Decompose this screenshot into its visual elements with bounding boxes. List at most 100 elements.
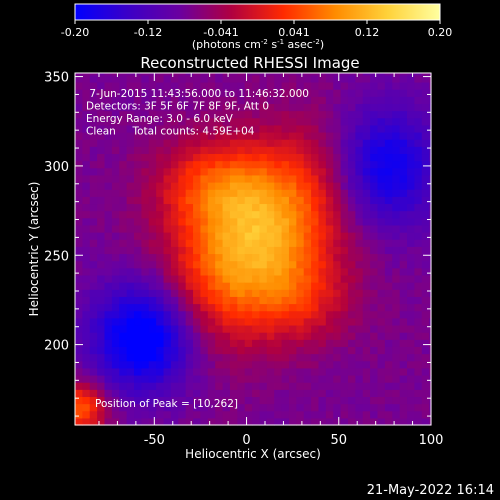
heatmap-cell xyxy=(259,117,268,126)
heatmap-cell xyxy=(318,131,327,140)
y-axis-label: Heliocentric Y (arcsec) xyxy=(27,182,41,317)
heatmap-cell xyxy=(207,324,216,333)
heatmap-cell xyxy=(259,339,268,347)
heatmap-cell xyxy=(407,403,415,412)
heatmap-cell xyxy=(163,73,172,76)
heatmap-cell xyxy=(170,167,179,176)
heatmap-cell xyxy=(126,196,135,205)
heatmap-cell xyxy=(89,232,98,240)
heatmap-cell xyxy=(141,403,150,412)
heatmap-cell xyxy=(141,417,150,426)
heatmap-cell xyxy=(429,396,432,405)
heatmap-cell xyxy=(362,89,371,97)
heatmap-cell xyxy=(252,239,261,247)
heatmap-cell xyxy=(281,396,290,405)
heatmap-cell xyxy=(407,124,415,133)
heatmap-cell xyxy=(215,339,224,347)
heatmap-cell xyxy=(75,139,83,147)
heatmap-cell xyxy=(156,181,165,190)
heatmap-cell xyxy=(222,410,231,419)
heatmap-cell xyxy=(193,403,202,412)
heatmap-cell xyxy=(318,417,327,426)
heatmap-cell xyxy=(244,296,253,305)
heatmap-cell xyxy=(148,296,157,305)
heatmap-cell xyxy=(288,367,297,376)
heatmap-cell xyxy=(148,232,157,240)
heatmap-cell xyxy=(288,196,297,205)
heatmap-cell xyxy=(274,217,283,226)
heatmap-cell xyxy=(170,324,179,333)
heatmap-cell xyxy=(414,324,423,333)
heatmap-cell xyxy=(370,181,379,190)
heatmap-cell xyxy=(134,81,143,90)
heatmap-cell xyxy=(156,74,165,83)
heatmap-cell xyxy=(89,139,98,147)
heatmap-cell xyxy=(82,246,91,255)
heatmap-cell xyxy=(318,217,327,226)
heatmap-cell xyxy=(148,332,157,340)
heatmap-cell xyxy=(170,274,179,283)
heatmap-cell xyxy=(399,360,408,369)
heatmap-cell xyxy=(134,253,143,262)
plot-frame xyxy=(74,72,432,426)
heatmap-cell xyxy=(119,310,128,319)
heatmap-cell xyxy=(281,296,290,305)
heatmap-cell xyxy=(392,96,401,104)
heatmap-cell xyxy=(178,239,187,247)
heatmap-cell xyxy=(414,203,423,212)
heatmap-cell xyxy=(111,153,120,162)
heatmap-cell xyxy=(429,360,432,369)
heatmap-cell xyxy=(141,81,150,90)
heatmap-cell xyxy=(384,267,393,276)
heatmap-cell xyxy=(97,131,106,140)
heatmap-cell xyxy=(407,346,415,355)
heatmap-cell xyxy=(89,267,98,276)
heatmap-cell xyxy=(429,346,432,355)
heatmap-cell xyxy=(325,232,334,240)
heatmap-cell xyxy=(97,217,106,226)
heatmap-cell xyxy=(252,81,261,90)
heatmap-cell xyxy=(303,367,312,376)
heatmap-cell xyxy=(156,339,165,347)
heatmap-cell xyxy=(252,339,261,347)
heatmap-cell xyxy=(134,89,143,97)
heatmap-cell xyxy=(134,260,143,269)
heatmap-cell xyxy=(392,410,401,419)
heatmap-cell xyxy=(193,189,202,197)
heatmap-cell xyxy=(414,246,423,255)
heatmap-cell xyxy=(325,167,334,176)
heatmap-cell xyxy=(89,332,98,340)
heatmap-cell xyxy=(119,374,128,383)
heatmap-cell xyxy=(163,396,172,405)
heatmap-cell xyxy=(281,174,290,183)
heatmap-cell xyxy=(392,217,401,226)
heatmap-cell xyxy=(229,196,238,205)
heatmap-cell xyxy=(178,332,187,340)
heatmap-cell xyxy=(111,267,120,276)
heatmap-cell xyxy=(288,103,297,112)
heatmap-cell xyxy=(421,131,430,140)
heatmap-cell xyxy=(244,174,253,183)
heatmap-cell xyxy=(281,232,290,240)
heatmap-cell xyxy=(229,253,238,262)
heatmap-cell xyxy=(170,360,179,369)
heatmap-cell xyxy=(111,139,120,147)
heatmap-cell xyxy=(89,289,98,297)
heatmap-cell xyxy=(237,303,246,312)
heatmap-cell xyxy=(370,346,379,355)
heatmap-cell xyxy=(237,210,246,219)
heatmap-cell xyxy=(97,89,106,97)
heatmap-cell xyxy=(274,174,283,183)
heatmap-cell xyxy=(429,174,432,183)
heatmap-cell xyxy=(89,224,98,233)
heatmap-cell xyxy=(89,96,98,104)
heatmap-cell xyxy=(156,332,165,340)
heatmap-cell xyxy=(97,232,106,240)
heatmap-cell xyxy=(252,117,261,126)
heatmap-cell xyxy=(193,417,202,426)
heatmap-cell xyxy=(178,389,187,398)
heatmap-cell xyxy=(170,232,179,240)
heatmap-cell xyxy=(141,196,150,205)
heatmap-cell xyxy=(75,410,83,419)
